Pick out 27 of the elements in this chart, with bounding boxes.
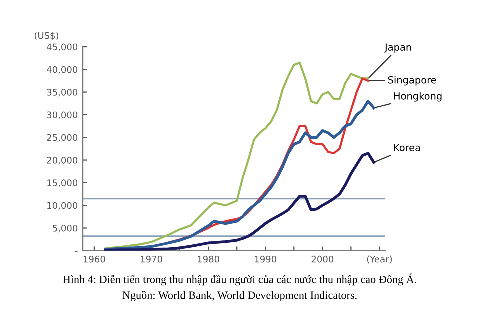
y-tick-label: 35,000 — [47, 89, 78, 97]
x-tick-label: 1980 — [198, 256, 220, 263]
x-tick-label: (Year) — [367, 256, 392, 264]
y-tick-label: 30,000 — [47, 112, 78, 120]
text: Korea — [394, 144, 420, 152]
x-tick-label: 2000 — [312, 256, 334, 263]
y-tick-label: 40,000 — [47, 66, 78, 74]
y-tick-label: 20,000 — [47, 157, 78, 165]
text: Singapore — [388, 76, 436, 86]
text: Hình 4: Diễn tiến trong thu nhập đầu người của các nước thu nhập cao Đông Á. — [63, 274, 416, 286]
y-tick-label: 5,000 — [53, 224, 78, 233]
text: Japan — [384, 44, 412, 53]
line-series — [168, 78, 370, 244]
y-tick-label: 45,000 — [47, 44, 78, 52]
x-tick-label: 1970 — [141, 256, 162, 263]
y-tick-label: 10,000 — [48, 202, 78, 210]
x-tick-label: 1990 — [255, 256, 277, 263]
line-series — [104, 100, 376, 251]
line-series — [104, 152, 376, 251]
x-tick-label: 1960 — [84, 256, 106, 263]
y-tick-label: 25,000 — [47, 134, 78, 142]
line-series — [104, 62, 370, 250]
y-tick-label: - — [75, 251, 78, 252]
y-axis-title: (US$) — [34, 32, 59, 40]
text: Nguồn: World Bank, World Development Indicators. — [122, 291, 357, 302]
text: Hongkong — [394, 92, 442, 102]
y-tick-label: 15,000 — [48, 180, 78, 188]
